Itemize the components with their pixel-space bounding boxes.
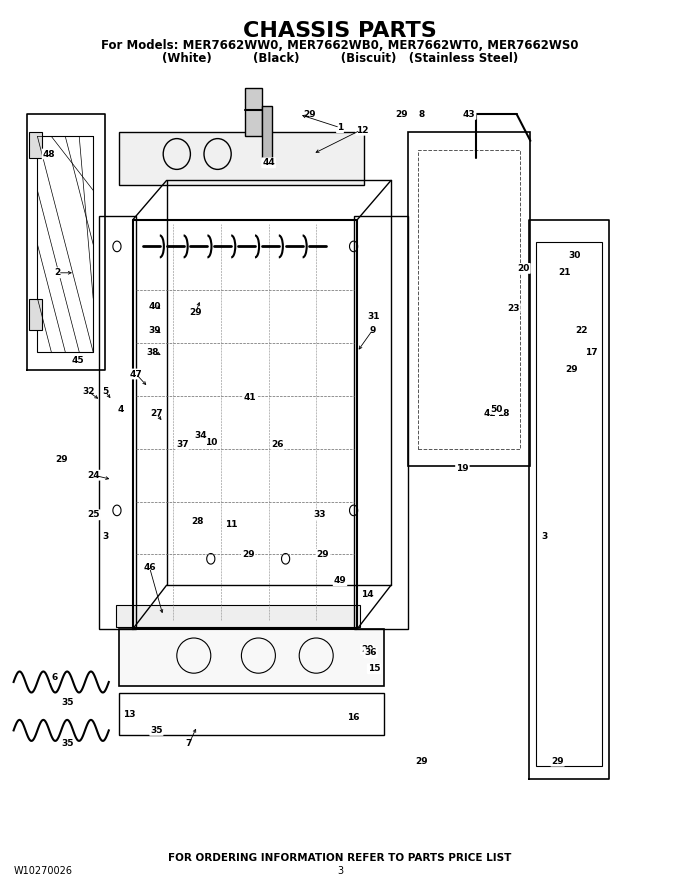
Bar — [99, 216, 136, 629]
Text: 35: 35 — [150, 726, 163, 735]
Text: 29: 29 — [415, 757, 428, 766]
Text: 33: 33 — [313, 510, 326, 519]
Text: 22: 22 — [575, 326, 588, 334]
Text: 1: 1 — [337, 123, 343, 132]
Text: 42: 42 — [483, 409, 496, 418]
Text: 6: 6 — [51, 673, 58, 682]
Text: 8: 8 — [418, 110, 425, 119]
Text: 29: 29 — [565, 365, 577, 374]
Text: 35: 35 — [62, 739, 74, 748]
Text: 32: 32 — [82, 387, 95, 396]
Text: 16: 16 — [347, 713, 360, 722]
Bar — [354, 216, 408, 629]
Text: 50: 50 — [490, 405, 503, 414]
Text: 12: 12 — [356, 126, 369, 135]
Text: 29: 29 — [242, 550, 254, 559]
Bar — [408, 132, 530, 466]
Text: 2: 2 — [54, 268, 61, 277]
Text: 28: 28 — [191, 517, 203, 526]
Text: 7: 7 — [186, 739, 192, 748]
Text: 29: 29 — [551, 757, 564, 766]
Text: 26: 26 — [271, 440, 284, 449]
Bar — [37, 136, 93, 352]
Text: 21: 21 — [558, 268, 571, 277]
Text: 17: 17 — [585, 348, 598, 356]
Text: 48: 48 — [43, 150, 55, 158]
Text: For Models: MER7662WW0, MER7662WB0, MER7662WT0, MER7662WS0: For Models: MER7662WW0, MER7662WB0, MER7… — [101, 40, 579, 52]
Text: 3: 3 — [541, 532, 547, 541]
Text: 30: 30 — [568, 251, 581, 260]
Text: 34: 34 — [194, 431, 207, 440]
Text: 11: 11 — [225, 520, 237, 529]
Text: 45: 45 — [72, 356, 84, 365]
Text: 4: 4 — [118, 405, 124, 414]
Text: 29: 29 — [303, 110, 316, 119]
Text: 47: 47 — [130, 370, 142, 378]
Text: 40: 40 — [149, 302, 161, 311]
Text: 18: 18 — [497, 409, 509, 418]
Text: 46: 46 — [143, 563, 156, 572]
Text: 13: 13 — [123, 710, 135, 719]
Text: 31: 31 — [368, 312, 380, 321]
Text: 29: 29 — [395, 110, 407, 119]
Text: 14: 14 — [361, 590, 373, 598]
Bar — [119, 132, 364, 185]
Bar — [116, 605, 360, 627]
Text: 23: 23 — [507, 304, 520, 312]
Text: 9: 9 — [369, 326, 376, 334]
Text: 35: 35 — [62, 698, 74, 707]
Text: 29: 29 — [317, 550, 329, 559]
Text: 36: 36 — [364, 649, 377, 657]
Text: 37: 37 — [176, 440, 188, 449]
Bar — [119, 693, 384, 735]
Text: FOR ORDERING INFORMATION REFER TO PARTS PRICE LIST: FOR ORDERING INFORMATION REFER TO PARTS … — [169, 853, 511, 863]
Text: 41: 41 — [244, 393, 256, 402]
Text: 10: 10 — [205, 438, 217, 447]
Text: 20: 20 — [517, 264, 530, 273]
Text: 19: 19 — [456, 464, 469, 473]
Text: (White)          (Black)          (Biscuit)   (Stainless Steel): (White) (Black) (Biscuit) (Stainless Ste… — [162, 52, 518, 64]
Text: 3: 3 — [337, 866, 343, 876]
Text: 29: 29 — [190, 308, 202, 317]
Bar — [262, 106, 272, 158]
Text: 24: 24 — [88, 471, 100, 480]
Bar — [418, 150, 520, 449]
Text: W10270026: W10270026 — [14, 866, 73, 876]
Bar — [29, 132, 42, 158]
Text: 29: 29 — [361, 645, 373, 654]
Bar — [29, 299, 42, 330]
Bar — [245, 88, 262, 136]
Text: 29: 29 — [55, 455, 67, 464]
Bar — [119, 629, 384, 686]
Text: 15: 15 — [368, 664, 380, 673]
Text: 3: 3 — [102, 532, 109, 541]
Text: 25: 25 — [88, 510, 100, 519]
Bar — [536, 242, 602, 766]
Text: CHASSIS PARTS: CHASSIS PARTS — [243, 21, 437, 40]
Text: 49: 49 — [334, 576, 346, 585]
Text: 27: 27 — [150, 409, 163, 418]
Text: 39: 39 — [149, 326, 161, 334]
Text: 5: 5 — [102, 387, 109, 396]
Text: 44: 44 — [262, 158, 275, 167]
Text: 38: 38 — [147, 348, 159, 356]
Text: 43: 43 — [463, 110, 475, 119]
